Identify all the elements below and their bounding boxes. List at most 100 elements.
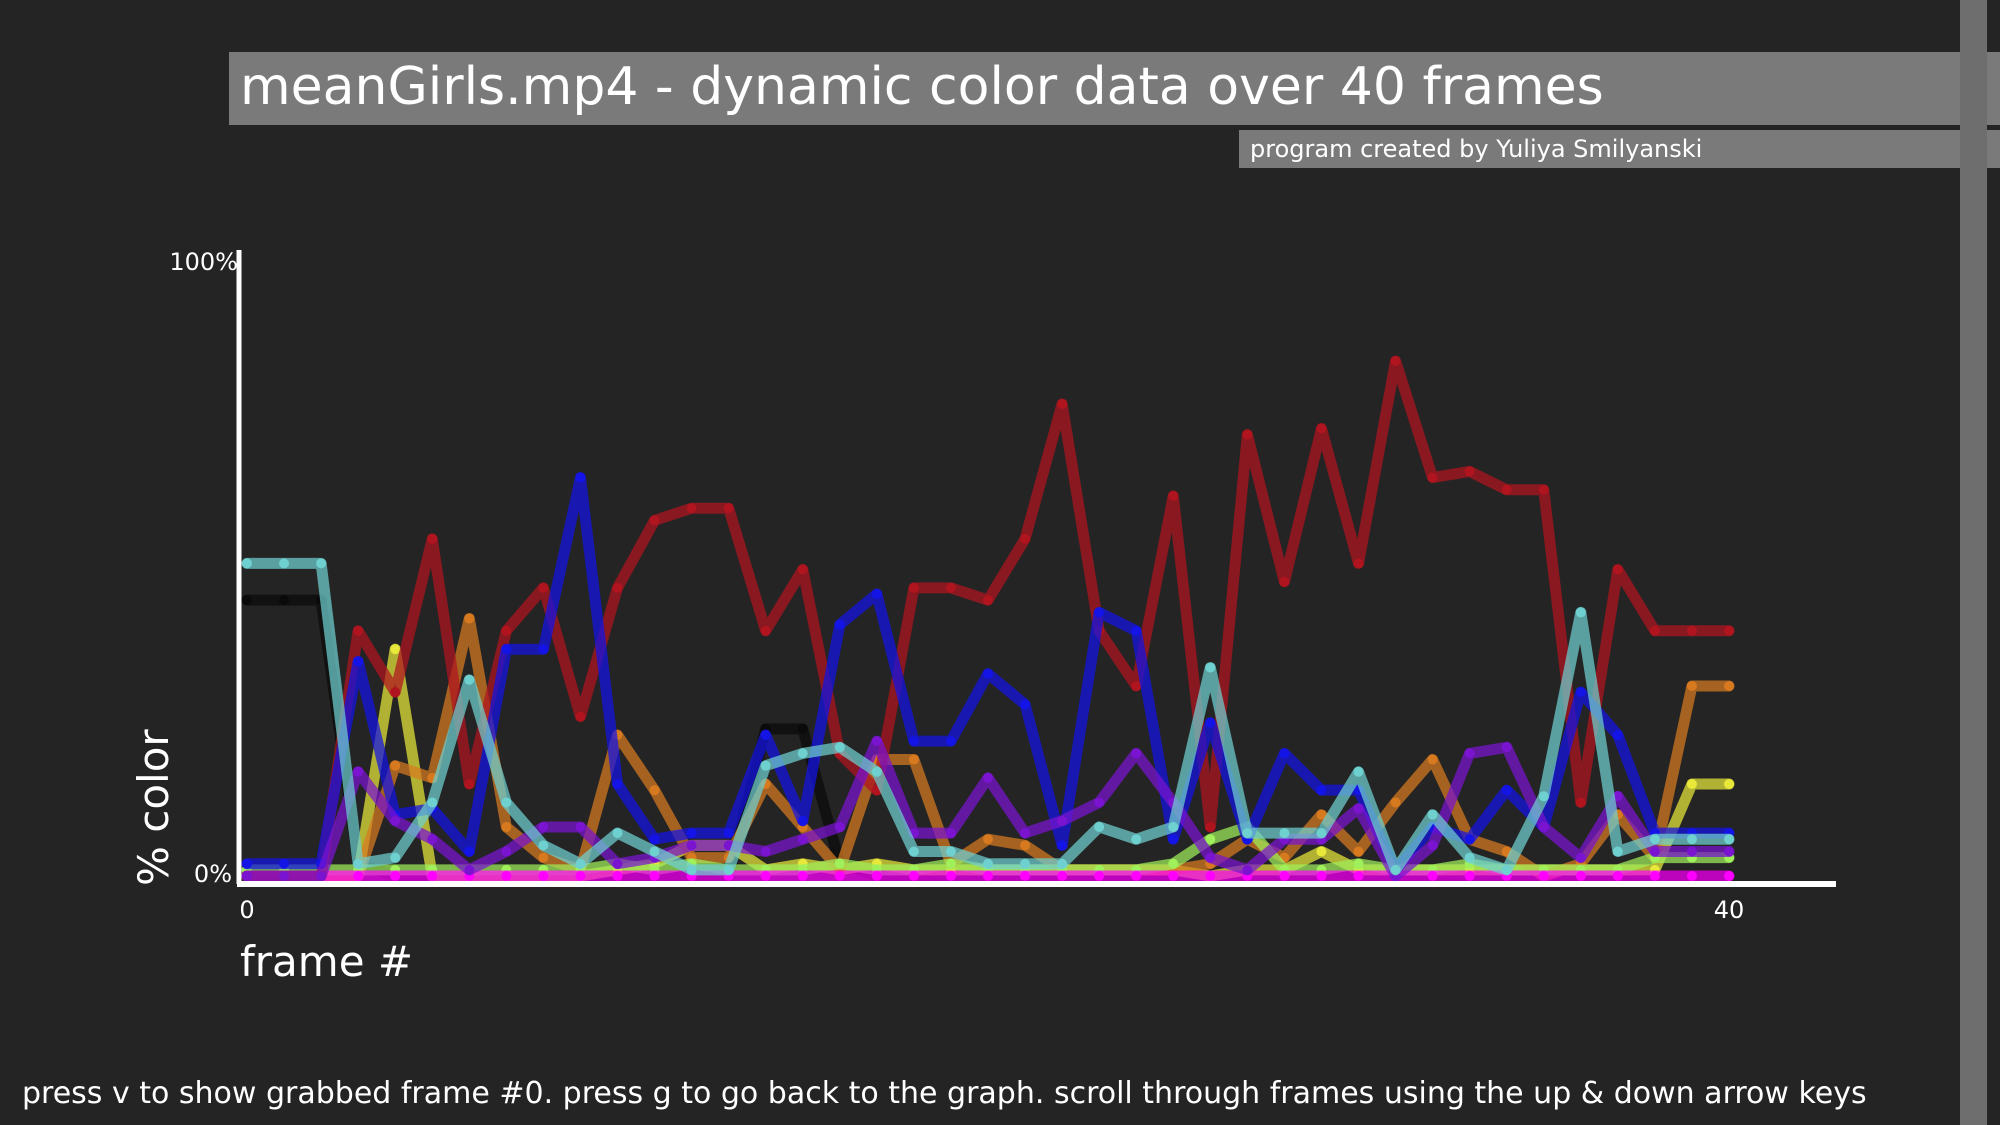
data-point-s4-f14 — [760, 871, 771, 881]
data-point-s2-f8 — [538, 852, 549, 863]
data-point-s5-f7 — [501, 625, 512, 636]
data-point-s8-f27 — [1242, 828, 1253, 839]
data-point-s7-f7 — [501, 846, 512, 857]
data-point-s8-f38 — [1649, 834, 1660, 845]
data-point-s8-f22 — [1057, 858, 1068, 869]
data-point-s5-f9 — [575, 711, 586, 722]
data-point-s4-f18 — [908, 871, 919, 881]
data-point-s7-f32 — [1427, 840, 1438, 851]
series-7 — [241, 735, 1735, 882]
data-point-s4-f10 — [612, 871, 623, 881]
data-point-s7-f9 — [575, 821, 586, 832]
data-point-s4-f5 — [427, 871, 438, 881]
data-point-s7-f40 — [1724, 846, 1734, 857]
data-point-s5-f5 — [427, 533, 438, 544]
data-point-s8-f33 — [1464, 852, 1475, 863]
data-point-s5-f34 — [1501, 484, 1512, 495]
data-point-s6-f17 — [871, 589, 882, 600]
data-point-s1-f29 — [1316, 846, 1327, 857]
data-point-s4-f17 — [871, 871, 882, 881]
data-point-s8-f20 — [983, 858, 993, 869]
y-tick-label-min: 0% — [194, 860, 232, 888]
data-point-s6-f36 — [1575, 687, 1586, 698]
data-point-s8-f23 — [1094, 821, 1105, 832]
data-point-s6-f15 — [797, 815, 808, 826]
data-point-s4-f32 — [1427, 871, 1438, 881]
data-point-s5-f24 — [1131, 680, 1142, 691]
data-point-s4-f8 — [538, 871, 549, 881]
data-point-s5-f3 — [353, 625, 364, 636]
data-point-s7-f37 — [1612, 791, 1623, 802]
data-point-s8-f13 — [723, 864, 734, 875]
credit-bar — [1239, 130, 2000, 168]
data-point-s4-f3 — [353, 871, 364, 881]
data-point-s4-f22 — [1057, 871, 1068, 881]
data-point-s4-f38 — [1649, 871, 1660, 881]
data-point-s5-f37 — [1612, 564, 1623, 575]
data-point-s5-f12 — [686, 503, 697, 514]
data-point-s8-f8 — [538, 840, 549, 851]
data-point-s8-f15 — [797, 748, 808, 759]
data-point-s8-f7 — [501, 797, 512, 808]
data-point-s8-f36 — [1575, 607, 1586, 618]
data-point-s6-f23 — [1094, 607, 1105, 618]
data-point-s2-f40 — [1724, 680, 1734, 691]
data-point-s7-f21 — [1020, 828, 1031, 839]
data-point-s2-f21 — [1020, 840, 1031, 851]
data-point-s0-f1 — [279, 595, 290, 606]
data-point-s7-f3 — [353, 766, 364, 777]
data-point-s8-f11 — [649, 846, 660, 857]
data-point-s8-f34 — [1501, 864, 1512, 875]
instructions-text: press v to show grabbed frame #0. press … — [22, 1076, 1867, 1111]
data-point-s4-f24 — [1131, 871, 1142, 881]
data-point-s6-f3 — [353, 656, 364, 667]
data-point-s4-f19 — [945, 871, 956, 881]
data-point-s2-f6 — [464, 613, 475, 624]
x-axis-label: frame # — [240, 937, 413, 986]
data-point-s6-f22 — [1057, 840, 1068, 851]
data-point-s6-f11 — [649, 834, 660, 845]
data-point-s8-f37 — [1612, 846, 1623, 857]
data-point-s8-f18 — [908, 846, 919, 857]
data-point-s5-f18 — [908, 582, 919, 593]
data-point-s7-f0 — [242, 871, 252, 881]
data-point-s5-f26 — [1205, 821, 1216, 832]
data-point-s5-f8 — [538, 582, 549, 593]
series-4 — [241, 870, 1735, 882]
data-point-s7-f23 — [1094, 797, 1105, 808]
data-point-s8-f39 — [1686, 834, 1697, 845]
data-point-s5-f30 — [1353, 558, 1364, 569]
data-point-s6-f9 — [575, 472, 586, 483]
data-point-s6-f7 — [501, 644, 512, 655]
data-point-s6-f20 — [983, 668, 993, 679]
data-point-s8-f17 — [871, 766, 882, 777]
data-point-s8-f31 — [1390, 864, 1401, 875]
data-point-s5-f25 — [1168, 490, 1179, 501]
data-point-s8-f25 — [1168, 821, 1179, 832]
data-point-s6-f0 — [242, 858, 252, 869]
series-6 — [241, 472, 1735, 876]
data-point-s5-f19 — [945, 582, 956, 593]
data-point-s8-f2 — [316, 558, 327, 569]
page-title: meanGirls.mp4 - dynamic color data over … — [240, 57, 1604, 117]
data-point-s5-f29 — [1316, 423, 1327, 434]
data-point-s5-f32 — [1427, 472, 1438, 483]
data-point-s6-f6 — [464, 846, 475, 857]
data-point-s3-f19 — [945, 858, 956, 869]
data-point-s4-f28 — [1279, 871, 1290, 881]
data-point-s5-f20 — [983, 595, 993, 606]
data-point-s4-f37 — [1612, 871, 1623, 881]
data-point-s4-f21 — [1020, 871, 1031, 881]
data-point-s6-f18 — [908, 736, 919, 747]
data-point-s5-f40 — [1724, 625, 1734, 636]
data-point-s4-f11 — [649, 871, 660, 881]
data-point-s4-f29 — [1316, 871, 1327, 881]
data-point-s4-f23 — [1094, 871, 1105, 881]
data-point-s7-f30 — [1353, 803, 1364, 814]
data-point-s4-f7 — [501, 871, 512, 881]
data-point-s3-f16 — [834, 858, 845, 869]
data-point-s2-f30 — [1353, 846, 1364, 857]
data-point-s7-f14 — [760, 846, 771, 857]
data-point-s4-f15 — [797, 871, 808, 881]
data-point-s7-f16 — [834, 821, 845, 832]
